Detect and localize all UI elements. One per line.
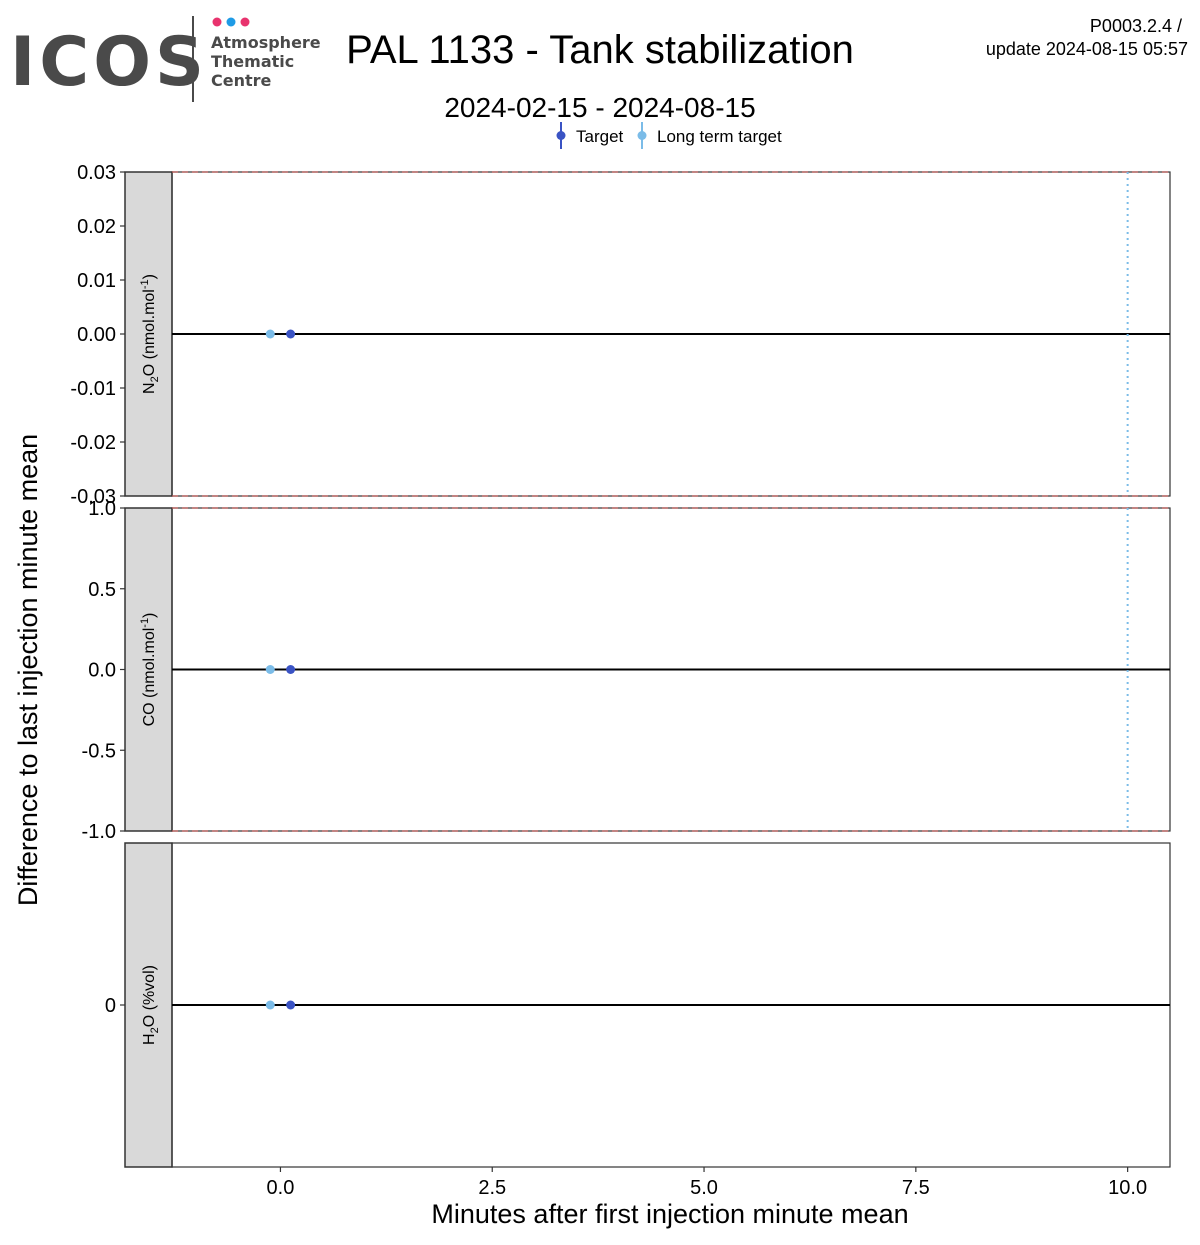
strip-label-part: H	[141, 1033, 158, 1045]
strip-label-part: )	[141, 274, 158, 279]
y-tick-label: 0.00	[77, 324, 116, 346]
y-tick-label: -0.02	[70, 432, 116, 454]
y-tick-label: -1.0	[82, 821, 116, 843]
strip-label-part: -1	[139, 279, 151, 289]
long-term-target-point	[265, 1000, 275, 1010]
panel-strip-label: N2O (nmol.mol-1)	[139, 274, 161, 394]
x-axis-label: Minutes after first injection minute mea…	[431, 1199, 908, 1229]
x-tick-label: 2.5	[478, 1177, 506, 1199]
strip-label-part: 2	[149, 1027, 161, 1033]
panel-strip-label: H2O (%vol)	[141, 965, 161, 1045]
legend-target-label: Target	[576, 127, 624, 146]
panel-strip	[124, 171, 173, 497]
strip-label-part: )	[141, 613, 158, 618]
long-term-target-point	[265, 329, 275, 339]
strip-label-part: 2	[149, 376, 161, 382]
legend-longterm-marker	[637, 131, 647, 140]
x-tick-label: 0.0	[267, 1177, 295, 1199]
legend-target-marker	[556, 131, 566, 140]
y-tick-label: 0.0	[88, 660, 116, 682]
logo-text: ICOS	[10, 23, 208, 102]
y-tick-label: 0	[105, 995, 116, 1017]
long-term-target-point	[265, 665, 275, 674]
strip-label-part: N	[141, 382, 158, 394]
chart-subtitle: 2024-02-15 - 2024-08-15	[444, 92, 755, 123]
panel-3: H2O (%vol) 0	[105, 842, 1171, 1168]
y-tick-label: -0.01	[70, 378, 116, 400]
logo-dot-1	[212, 17, 222, 27]
y-tick-label: 0.01	[77, 270, 116, 292]
y-axis-label: Difference to last injection minute mean	[13, 434, 43, 906]
panel-strip-label: CO (nmol.mol-1)	[139, 613, 158, 727]
x-tick-label: 10.0	[1108, 1177, 1147, 1199]
target-point	[286, 329, 296, 339]
y-tick-label: -0.5	[82, 740, 116, 762]
y-tick-label: 0.03	[77, 162, 116, 184]
x-axis: 0.0 2.5 5.0 7.5 10.0	[267, 1167, 1147, 1199]
y-tick-label: 0.02	[77, 216, 116, 238]
version-label: P0003.2.4 /	[1090, 16, 1182, 36]
icos-logo: ICOS Atmosphere Thematic Centre	[10, 16, 321, 102]
logo-dot-2	[226, 17, 236, 27]
logo-dot-3	[240, 17, 250, 27]
logo-sub-line-3: Centre	[211, 71, 272, 90]
strip-label-part: -1	[139, 618, 151, 628]
update-label: update 2024-08-15 05:57	[986, 39, 1188, 59]
panel-2: CO (nmol.mol-1) 1.0 0.5 0.0 -0.5 -1.0	[82, 498, 1171, 843]
target-point	[286, 665, 296, 674]
legend: Target Long term target	[556, 122, 782, 149]
strip-label-part: CO (nmol.mol	[141, 628, 158, 727]
panels: N2O (nmol.mol-1)0.030.020.010.00-0.01-0.…	[70, 162, 1171, 1168]
strip-label-part: O (%vol)	[141, 965, 158, 1027]
panel-strip	[124, 842, 173, 1168]
y-tick-label: -0.03	[70, 486, 116, 508]
panel-strip	[124, 507, 173, 832]
target-point	[286, 1000, 296, 1010]
y-tick-label: 1.0	[88, 498, 116, 520]
y-tick-label: 0.5	[88, 579, 116, 601]
x-tick-label: 5.0	[690, 1177, 718, 1199]
logo-sub-line-1: Atmosphere	[211, 33, 321, 52]
strip-label-part: O (nmol.mol	[141, 289, 158, 376]
panel-1: N2O (nmol.mol-1) 0.03 0.02 0.01 0.00 -0.01 -0.…	[70, 162, 1171, 508]
legend-longterm-label: Long term target	[657, 127, 782, 146]
x-tick-label: 7.5	[902, 1177, 930, 1199]
chart-title: PAL 1133 - Tank stabilization	[346, 28, 854, 72]
logo-sub-line-2: Thematic	[211, 52, 294, 71]
